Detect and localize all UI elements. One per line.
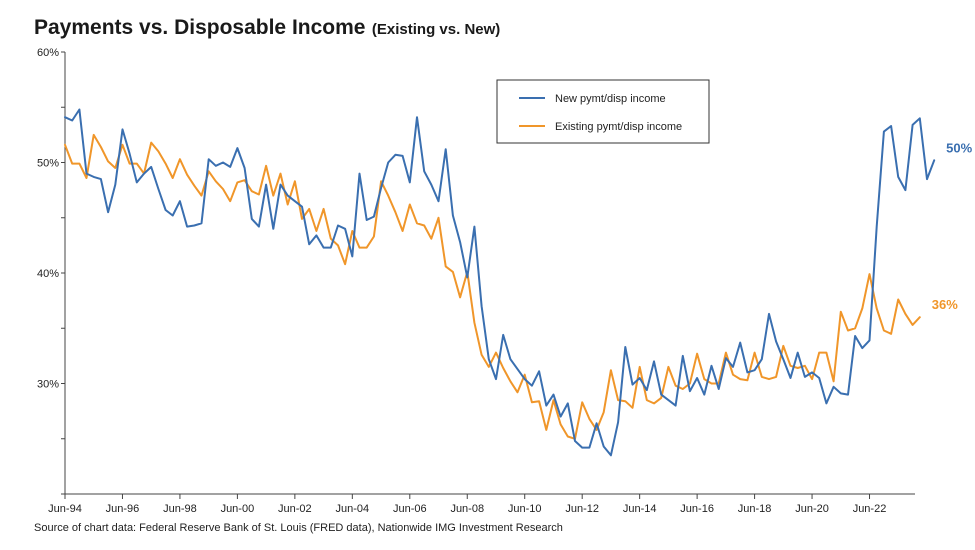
x-tick-label: Jun-00: [221, 503, 255, 515]
x-tick-label: Jun-22: [853, 503, 887, 515]
legend-label-existing: Existing pymt/disp income: [555, 121, 682, 133]
series-line-new: [64, 108, 936, 457]
end-labels: 50% 36%: [932, 140, 973, 312]
x-tick-label: Jun-94: [48, 503, 82, 515]
x-tick-label: Jun-98: [163, 503, 197, 515]
x-tick-label: Jun-10: [508, 503, 542, 515]
chart-title: Payments vs. Disposable Income (Existing…: [34, 16, 500, 40]
x-tick-label: Jun-04: [336, 503, 370, 515]
y-axis: 60% 50% 40% 30%: [37, 47, 66, 495]
x-tick-label: Jun-96: [106, 503, 140, 515]
y-tick-label: 30%: [37, 379, 59, 391]
x-tick-label: Jun-18: [738, 503, 772, 515]
series-line-existing: [64, 133, 921, 440]
x-tick-label: Jun-02: [278, 503, 312, 515]
series-lines: [64, 108, 936, 457]
legend: New pymt/disp income Existing pymt/disp i…: [496, 79, 710, 144]
x-tick-label: Jun-06: [393, 503, 427, 515]
chart-title-main: Payments vs. Disposable Income: [34, 16, 366, 39]
end-label-existing: 36%: [932, 297, 958, 312]
legend-label-new: New pymt/disp income: [555, 93, 666, 105]
legend-box: [496, 79, 710, 144]
x-tick-label: Jun-16: [680, 503, 714, 515]
source-note: Source of chart data: Federal Reserve Ba…: [34, 522, 563, 534]
x-axis: Jun-94 Jun-96 Jun-98 Jun-00 Jun-02 Jun-04 Jun-…: [48, 493, 915, 515]
x-tick-label: Jun-20: [795, 503, 829, 515]
end-label-new: 50%: [946, 140, 972, 155]
y-tick-label: 50%: [37, 158, 59, 170]
y-tick-label: 60%: [37, 47, 59, 59]
x-tick-label: Jun-12: [565, 503, 599, 515]
chart-title-subtitle: (Existing vs. New): [371, 21, 501, 38]
x-tick-label: Jun-14: [623, 503, 657, 515]
x-tick-label: Jun-08: [450, 503, 484, 515]
y-tick-label: 40%: [37, 268, 59, 280]
